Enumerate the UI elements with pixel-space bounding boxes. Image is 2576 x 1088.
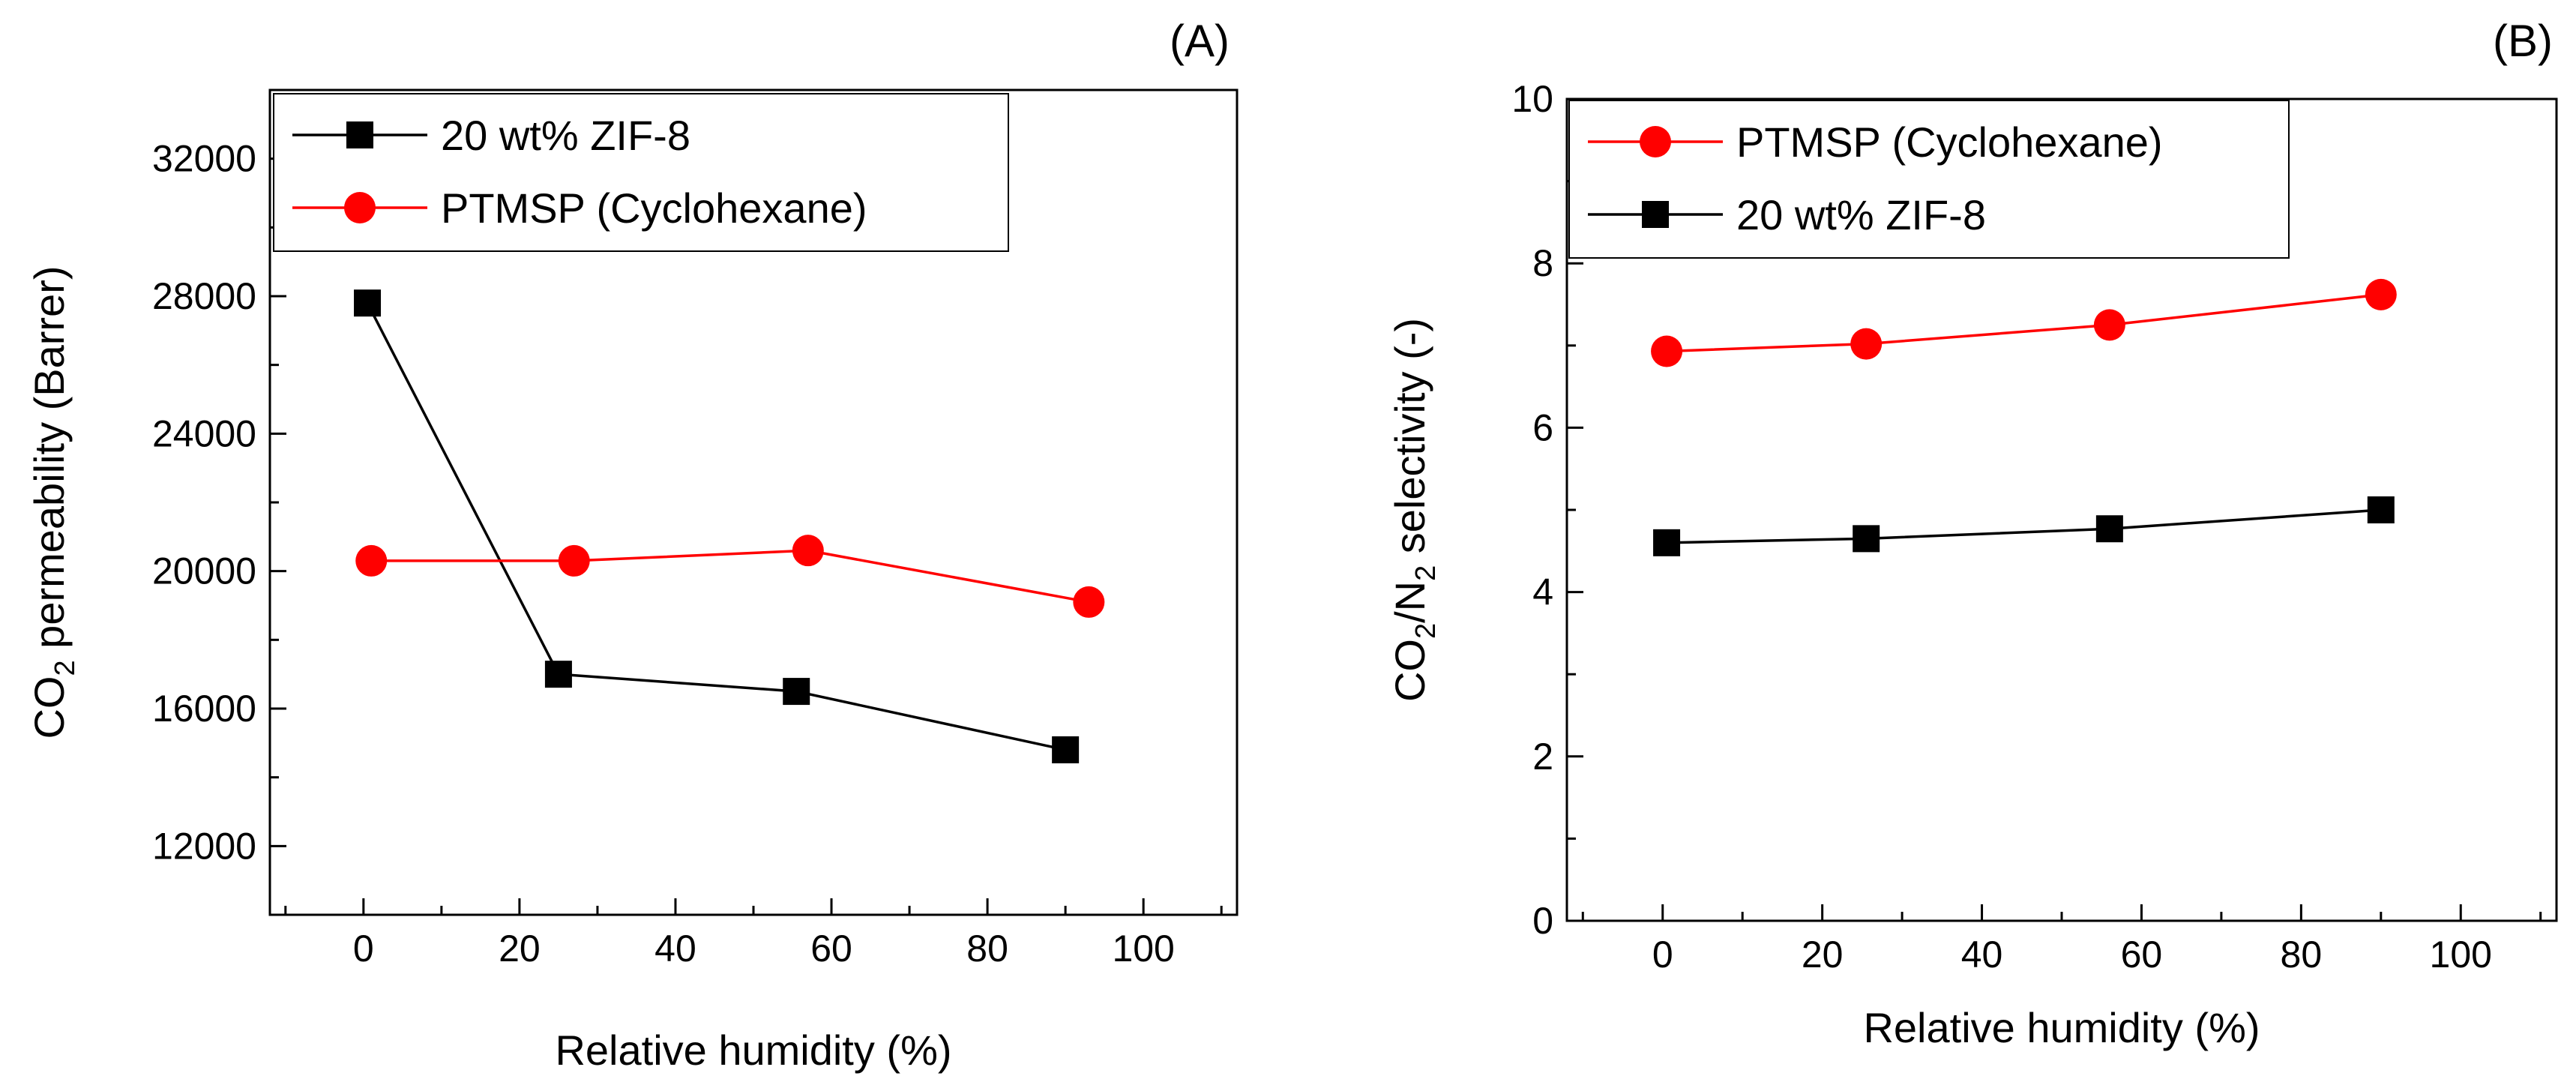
legend-entry-ptmsp-marker: [344, 192, 376, 223]
y-tick-label: 12000: [152, 825, 256, 867]
series-ptmsp-line: [1666, 293, 2382, 353]
series-ptmsp-line: [371, 549, 1089, 604]
series-ptmsp-point: [1651, 335, 1683, 367]
y-axis-label: CO2/N2 selectivity (-): [1386, 318, 1442, 702]
legend-entry-ptmsp-label: PTMSP (Cyclohexane): [1736, 118, 2163, 166]
panel-tag: (A): [1170, 16, 1230, 66]
x-tick-label: 20: [499, 928, 541, 970]
legend: PTMSP (Cyclohexane) 20 wt% ZIF-8: [1568, 100, 2290, 259]
y-tick-label: 32000: [152, 138, 256, 180]
x-tick-label: 80: [966, 928, 1008, 970]
y-tick-label: 6: [1532, 406, 1553, 448]
series-zif8-point: [1052, 736, 1080, 763]
series-zif8-point: [2367, 496, 2395, 523]
x-tick-label: 100: [1112, 928, 1174, 970]
series-zif8-point: [783, 678, 810, 706]
y-tick-label: 4: [1532, 571, 1553, 613]
y-axis-label-subscript: 2: [49, 660, 81, 676]
series-zif8-point: [1853, 525, 1880, 553]
series-ptmsp-point: [1850, 328, 1883, 360]
y-tick-label: 24000: [152, 412, 256, 454]
chart-panel-b: 0 20 40 60 80 100 0 2 4 6 8 10 Relative humidity (%)…: [1386, 16, 2558, 1051]
series-ptmsp-point: [792, 535, 824, 567]
series-zif8-line: [1667, 508, 2381, 544]
y-tick-label: 10: [1511, 78, 1553, 120]
series-zif8-point: [544, 661, 572, 688]
chart-panel-a: 0 20 40 60 80 100 12000 16000 20000 24000 28000 320…: [25, 16, 1239, 1074]
series-zif8-point: [1653, 529, 1681, 556]
y-axis-label-subscript: 2: [1410, 565, 1442, 581]
series-zif8-point: [354, 289, 382, 317]
x-tick-label: 100: [2430, 934, 2492, 976]
x-tick-label: 80: [2281, 934, 2323, 976]
x-tick-label: 40: [654, 928, 696, 970]
legend-box: [273, 93, 1009, 252]
legend-entry-ptmsp-label: PTMSP (Cyclohexane): [441, 184, 867, 232]
x-tick-label: 0: [353, 928, 374, 970]
legend-entry-zif8-label: 20 wt% ZIF-8: [1736, 191, 1986, 238]
series-zif8-line: [366, 302, 1066, 751]
y-axis-label: CO2 permeability (Barrer): [25, 265, 81, 739]
legend: 20 wt% ZIF-8 PTMSP (Cyclohexane): [273, 93, 1009, 252]
legend-entry-zif8-label: 20 wt% ZIF-8: [441, 112, 690, 159]
legend-entry-ptmsp-marker: [1640, 126, 1671, 157]
x-axis-label: Relative humidity (%): [1863, 1004, 2260, 1051]
y-tick-label: 16000: [152, 688, 256, 730]
x-tick-label: 60: [2121, 934, 2163, 976]
y-tick-label: 0: [1532, 900, 1553, 942]
series-zif8-point: [2095, 515, 2123, 543]
series-ptmsp-point: [2093, 309, 2125, 341]
y-axis-label-part: /N: [1386, 581, 1433, 623]
y-axis-label-part: CO: [1386, 639, 1433, 702]
y-tick-label: 2: [1532, 736, 1553, 778]
y-tick-label: 28000: [152, 275, 256, 317]
series-ptmsp-point: [2365, 278, 2397, 310]
x-tick-label: 60: [810, 928, 852, 970]
legend-entry-zif8-marker: [1642, 201, 1669, 228]
x-tick-label: 40: [1961, 934, 2003, 976]
y-tick-label: 8: [1532, 242, 1553, 284]
y-axis-label-subscript: 2: [1410, 623, 1442, 639]
y-axis-label-part: CO: [25, 676, 73, 739]
y-tick-label: 20000: [152, 550, 256, 592]
series-ptmsp-point: [1073, 586, 1105, 618]
series-ptmsp-point: [558, 544, 590, 577]
x-tick-label: 20: [1802, 934, 1844, 976]
x-axis-label: Relative humidity (%): [555, 1027, 951, 1074]
legend-box: [1568, 100, 2290, 259]
y-axis-label-part: permeability (Barrer): [25, 265, 73, 660]
x-tick-label: 0: [1652, 934, 1673, 976]
panel-tag: (B): [2493, 16, 2553, 66]
series-ptmsp-point: [355, 544, 388, 577]
legend-entry-zif8-marker: [346, 121, 373, 148]
y-axis-label-part: selectivity (-): [1386, 318, 1433, 565]
